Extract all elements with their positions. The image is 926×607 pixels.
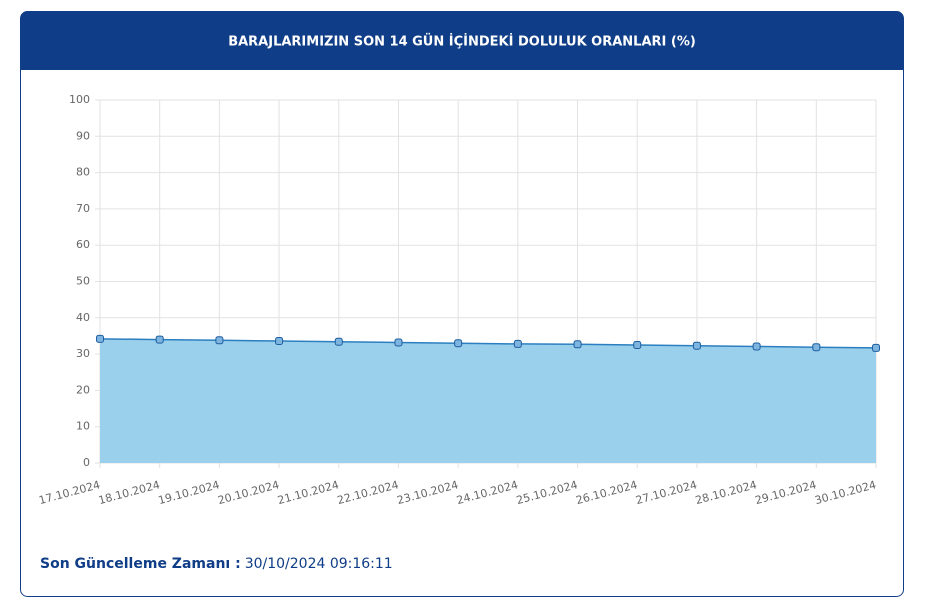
footer-label: Son Güncelleme Zamanı : [40,556,241,572]
marker [573,340,582,349]
chart-title: BARAJLARIMIZIN SON 14 GÜN İÇİNDEKİ DOLUL… [228,34,696,50]
y-tick-label: 20 [76,383,90,396]
footer-value: 30/10/2024 09:16:11 [245,556,393,572]
marker [96,334,104,343]
marker [513,339,522,348]
marker [454,339,463,348]
y-tick-label: 60 [76,238,90,251]
marker [812,343,821,352]
marker [692,341,701,350]
marker [752,342,761,351]
marker [633,341,642,350]
card-header [20,11,904,70]
y-tick-label: 10 [76,420,90,433]
y-tick-label: 80 [76,166,90,179]
area [100,338,876,463]
y-tick-label: 50 [76,275,90,288]
marker [215,336,224,345]
footer: Son Güncelleme Zamanı :30/10/2024 09:16:… [40,556,393,572]
y-tick-label: 0 [83,456,90,469]
line [99,338,877,349]
card [20,11,904,597]
marker [155,335,164,344]
marker [334,337,343,346]
y-tick-label: 100 [69,93,90,106]
marker [275,337,284,346]
y-tick-label: 30 [76,347,90,360]
y-tick-label: 70 [76,202,90,215]
y-tick-label: 90 [76,129,90,142]
marker [872,343,880,352]
y-tick-label: 40 [76,311,90,324]
marker [394,338,403,347]
